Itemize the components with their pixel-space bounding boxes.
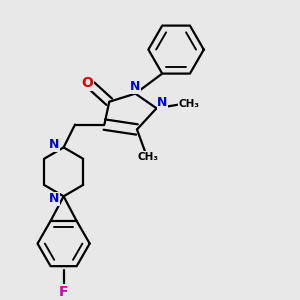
Text: N: N [157,96,168,109]
Text: O: O [82,76,93,90]
Text: F: F [59,285,68,299]
Text: CH₃: CH₃ [138,152,159,162]
Text: N: N [49,192,60,206]
Text: N: N [130,80,140,93]
Text: CH₃: CH₃ [178,99,200,110]
Text: N: N [49,138,60,151]
